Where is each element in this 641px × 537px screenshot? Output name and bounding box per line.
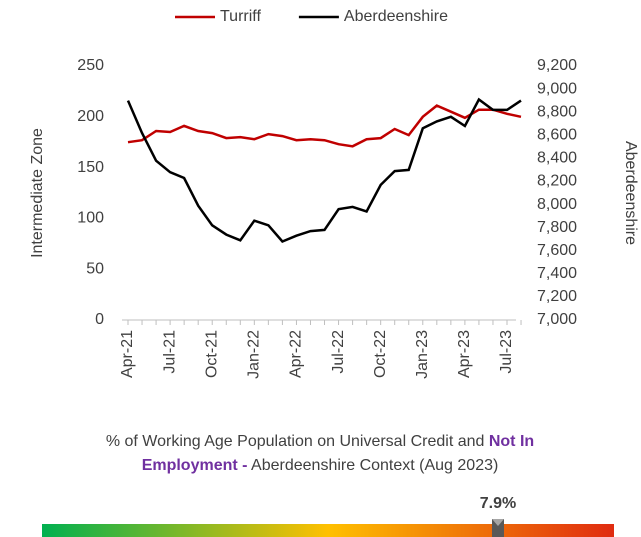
caption-part: % of Working Age Population on Universal… [106, 433, 489, 450]
y2-tick-label: 8,800 [537, 103, 577, 120]
y-tick-label: 100 [77, 210, 104, 227]
caption-part: Not In [489, 433, 534, 450]
legend-label: Turriff [220, 8, 261, 25]
gauge-value: 7.9% [480, 495, 516, 512]
y-tick-label: 250 [77, 57, 104, 74]
series-line [126, 97, 522, 244]
y2-tick-label: 8,400 [537, 150, 577, 167]
y-tick-label: 150 [77, 159, 104, 176]
x-tick-label: Apr-22 [288, 330, 305, 378]
y2-tick-label: 8,200 [537, 173, 577, 190]
y-tick-label: 0 [95, 311, 104, 328]
y2-tick-label: 7,400 [537, 265, 577, 282]
y-tick-label: 200 [77, 108, 104, 125]
x-tick-label: Oct-21 [203, 330, 220, 378]
caption-part: Aberdeenshire Context (Aug 2023) [247, 457, 498, 474]
y-axis-title: Intermediate Zone [29, 128, 46, 258]
x-tick-label: Jul-22 [330, 330, 347, 374]
y2-tick-label: 7,000 [537, 311, 577, 328]
gauge-marker [492, 519, 504, 537]
legend-label: Aberdeenshire [344, 8, 448, 25]
y2-tick-label: 7,600 [537, 242, 577, 259]
y2-tick-label: 9,200 [537, 57, 577, 74]
x-tick-label: Apr-23 [456, 330, 473, 378]
x-tick-label: Apr-21 [119, 330, 136, 378]
y2-tick-label: 7,200 [537, 288, 577, 305]
x-tick-label: Jul-23 [498, 330, 515, 374]
y-tick-label: 50 [86, 260, 104, 277]
gauge-marker-tip [492, 519, 504, 526]
caption-line: Employment - Aberdeenshire Context (Aug … [142, 457, 499, 474]
x-tick-label: Jul-21 [161, 330, 178, 374]
y2-tick-label: 8,000 [537, 196, 577, 213]
x-tick-label: Oct-22 [372, 330, 389, 378]
x-tick-label: Jan-23 [414, 330, 431, 379]
y2-tick-label: 7,800 [537, 219, 577, 236]
caption-line: % of Working Age Population on Universal… [106, 433, 534, 450]
y2-tick-label: 8,600 [537, 126, 577, 143]
gauge-bar [42, 524, 614, 537]
x-tick-label: Jan-22 [246, 330, 263, 379]
series-line [127, 104, 522, 148]
caption-part: Employment - [142, 457, 248, 474]
y2-tick-label: 9,000 [537, 80, 577, 97]
y2-axis-title: Aberdeenshire [622, 141, 639, 245]
